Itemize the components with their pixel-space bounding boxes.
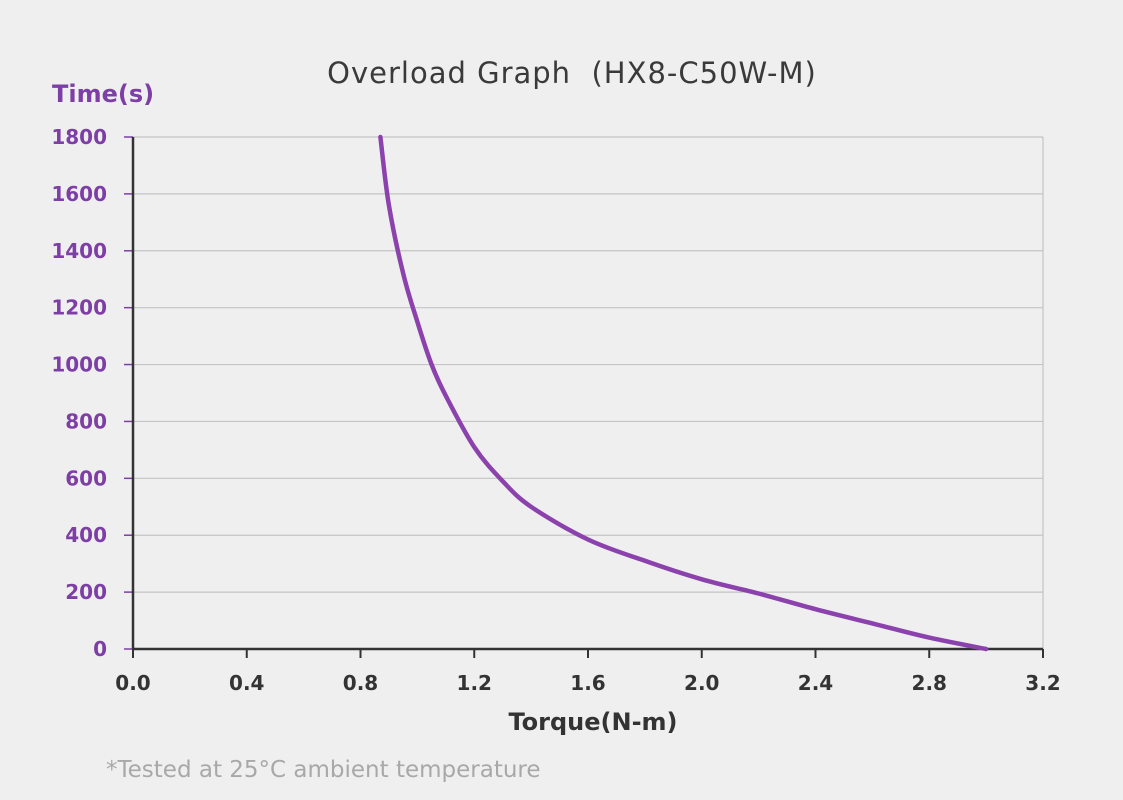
x-tick-label-6: 2.4 <box>798 671 833 695</box>
x-tick-label-5: 2.0 <box>684 671 719 695</box>
x-tick-label-3: 1.2 <box>457 671 492 695</box>
y-tick-label-9: 1800 <box>51 125 107 149</box>
y-tick-label-0: 0 <box>93 637 107 661</box>
y-axis-label: Time(s) <box>52 80 154 108</box>
axes <box>131 137 1043 651</box>
x-tick-label-0: 0.0 <box>115 671 150 695</box>
y-tick-label-4: 800 <box>65 409 107 433</box>
x-tick-label-8: 3.2 <box>1025 671 1060 695</box>
x-tick-label-4: 1.6 <box>570 671 605 695</box>
x-tick-label-2: 0.8 <box>343 671 378 695</box>
y-tick-label-8: 1600 <box>51 182 107 206</box>
y-tick-label-1: 200 <box>65 580 107 604</box>
x-tick-label-1: 0.4 <box>229 671 264 695</box>
grid-lines <box>133 136 1044 649</box>
series-line-0 <box>378 134 989 652</box>
x-tick-label-7: 2.8 <box>912 671 947 695</box>
y-tick-label-7: 1400 <box>51 239 107 263</box>
chart-title: Overload Graph (HX8-C50W-M) <box>327 56 817 90</box>
axis-ticks: 0 200 400 600 800 1000 1200 1400 1600 1800 0.0 0.4 0… <box>51 125 1060 695</box>
y-tick-label-2: 400 <box>65 523 107 547</box>
footnote: *Tested at 25°C ambient temperature <box>106 757 541 783</box>
y-tick-label-3: 600 <box>65 466 107 490</box>
series-group <box>378 134 989 652</box>
y-tick-label-6: 1200 <box>51 296 107 320</box>
y-tick-label-5: 1000 <box>51 353 107 377</box>
x-axis-label: Torque(N-m) <box>508 708 677 736</box>
